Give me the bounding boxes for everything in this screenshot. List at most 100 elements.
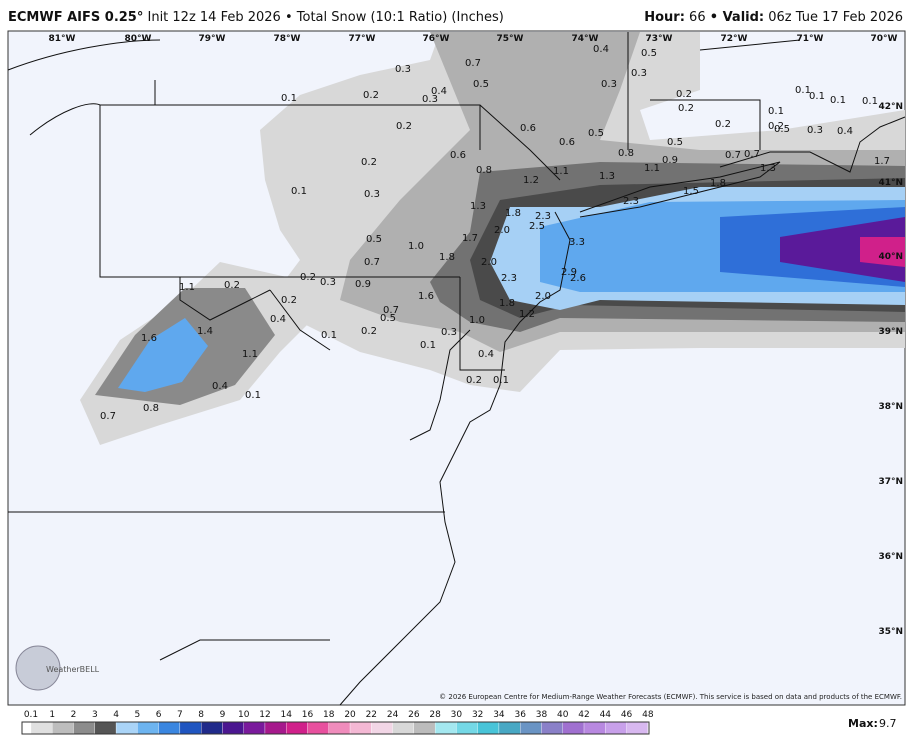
colorbar-label: 38 [536, 710, 548, 720]
snow-label: 0.2 [466, 375, 482, 386]
snow-label: 0.3 [631, 68, 647, 79]
valid-label: • Valid: [709, 10, 765, 25]
latitude-label: 37°N [878, 477, 903, 487]
snow-label: 0.3 [320, 277, 336, 288]
snow-label: 0.3 [601, 79, 617, 90]
longitude-label: 75°W [497, 34, 524, 44]
header: ECMWF AIFS 0.25° Init 12z 14 Feb 2026 • … [0, 0, 913, 30]
header-right: Hour: 66 • Valid: 06z Tue 17 Feb 2026 [644, 10, 903, 25]
snow-label: 1.7 [874, 156, 890, 167]
snow-label: 0.5 [380, 313, 396, 324]
hour: 66 [689, 10, 706, 25]
snow-label: 0.8 [143, 403, 159, 414]
snow-label: 1.8 [505, 208, 521, 219]
labels: 81°W 80°W 79°W 78°W 77°W 76°W 75°W 74°W 73°W 72°W… [49, 34, 903, 637]
snow-label: 1.3 [599, 171, 615, 182]
snow-label: 0.1 [281, 93, 297, 104]
snow-label: 0.2 [281, 295, 297, 306]
shade [118, 318, 208, 392]
snow-label: 0.1 [795, 85, 811, 96]
colorbar-label: 8 [198, 710, 204, 720]
longitude-label: 71°W [797, 34, 824, 44]
colorbar-swatch [371, 721, 393, 735]
colorbar-swatch [201, 721, 223, 735]
colorbar-swatch [498, 721, 521, 735]
snow-label: 0.7 [725, 150, 741, 161]
longitude-label: 74°W [572, 34, 599, 44]
colorbar-label: 4 [113, 710, 119, 720]
longitude-label: 77°W [349, 34, 376, 44]
colorbar-label: 28 [429, 710, 441, 720]
model: ECMWF AIFS 0.25° [8, 10, 144, 25]
latitude-label: 40°N [878, 252, 903, 262]
snow-label: 1.1 [242, 349, 258, 360]
snow-label: 0.3 [422, 94, 438, 105]
colorbar-label: 34 [493, 710, 505, 720]
snow-label: 0.4 [478, 349, 494, 360]
colorbar-label: 22 [366, 710, 377, 720]
latitude-label: 38°N [878, 402, 903, 412]
snow-label: 0.5 [588, 128, 604, 139]
snow-label: 0.3 [807, 125, 823, 136]
colorbar-swatch [264, 721, 287, 735]
snow-label: 0.3 [441, 327, 457, 338]
colorbar-label: 5 [134, 710, 140, 720]
max-value: 9.7 [879, 717, 897, 730]
snow-label: 0.3 [364, 189, 380, 200]
snow-shading [80, 32, 905, 445]
snow-label: 0.2 [300, 272, 316, 283]
snow-label: 1.1 [644, 163, 660, 174]
snow-label: 0.4 [212, 381, 228, 392]
colorbar-swatch [307, 721, 329, 735]
snow-label: 2.0 [494, 225, 510, 236]
longitude-label: 81°W [49, 34, 76, 44]
colorbar-label: 3 [92, 710, 98, 720]
snow-label: 0.9 [662, 155, 678, 166]
colorbar-label: 1 [49, 710, 55, 720]
longitude-label: 70°W [871, 34, 898, 44]
snow-label: 0.1 [245, 390, 261, 401]
colorbar-label: 36 [514, 710, 526, 720]
snow-label: 1.2 [523, 175, 539, 186]
snow-label: 0.4 [837, 126, 853, 137]
latitude-label: 41°N [878, 178, 903, 188]
shade [780, 217, 905, 282]
latitude-label: 36°N [878, 552, 903, 562]
snow-label: 0.1 [291, 186, 307, 197]
colorbar-label: 48 [642, 710, 654, 720]
snow-label: 2.3 [623, 196, 639, 207]
colorbar-frame [21, 721, 650, 735]
snow-label: 0.5 [473, 79, 489, 90]
snow-label: 1.6 [418, 291, 434, 302]
coastline [339, 116, 906, 706]
longitude-label: 80°W [125, 34, 152, 44]
colorbar-label: 24 [387, 710, 399, 720]
colorbar-label: 44 [600, 710, 612, 720]
latitude-label: 42°N [878, 102, 903, 112]
longitude-label: 79°W [199, 34, 226, 44]
snow-label: 1.5 [683, 186, 699, 197]
description: Init 12z 14 Feb 2026 • Total Snow (10:1 … [147, 10, 504, 25]
snow-label: 0.7 [100, 411, 116, 422]
snow-label: 0.1 [420, 340, 436, 351]
longitude-label: 76°W [423, 34, 450, 44]
colorbar: 0.1 1 2 3 4 5 6 7 8 9 10 12 14 16 18 20 22 24 26 28 30 32 34 36… [21, 710, 654, 735]
colorbar-label: 0.1 [24, 710, 38, 720]
logo-group: WeatherBELL [15, 645, 100, 691]
colorbar-swatch [73, 721, 95, 735]
snow-label: 0.6 [520, 123, 536, 134]
snow-label: 0.2 [361, 157, 377, 168]
longitude-label: 73°W [646, 34, 673, 44]
snow-label: 1.0 [469, 315, 485, 326]
snow-label: 1.3 [760, 163, 776, 174]
longitude-label: 72°W [721, 34, 748, 44]
colorbar-swatch [243, 721, 266, 735]
snow-label: 0.8 [476, 165, 492, 176]
snow-label: 0.2 [361, 326, 377, 337]
snow-label: 0.8 [618, 148, 634, 159]
colorbar-label: 9 [220, 710, 226, 720]
colorbar-swatch [456, 721, 478, 735]
colorbar-swatch [94, 721, 117, 735]
colorbar-swatch [52, 721, 74, 735]
